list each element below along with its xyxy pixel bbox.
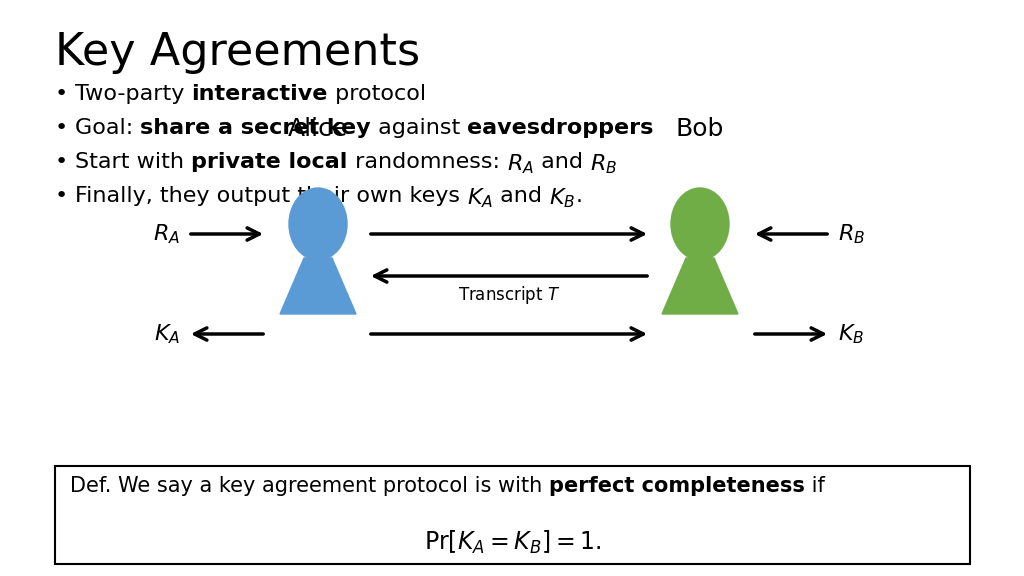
Ellipse shape: [289, 188, 347, 260]
Text: eavesdroppers: eavesdroppers: [467, 118, 653, 138]
Ellipse shape: [687, 257, 713, 275]
Text: Transcript $T$: Transcript $T$: [458, 284, 560, 306]
Text: Two-party: Two-party: [75, 84, 191, 104]
Text: $\Pr[K_A = K_B] = 1.$: $\Pr[K_A = K_B] = 1.$: [424, 529, 601, 556]
Text: $K_B$: $K_B$: [838, 322, 864, 346]
Text: share a secret key: share a secret key: [140, 118, 371, 138]
Text: and: and: [534, 152, 590, 172]
Text: •: •: [55, 152, 69, 172]
Text: perfect completeness: perfect completeness: [549, 476, 805, 496]
Text: $K_B$: $K_B$: [549, 186, 575, 210]
Text: $R_B$: $R_B$: [590, 152, 616, 176]
Text: •: •: [55, 84, 69, 104]
Ellipse shape: [671, 188, 729, 260]
Text: $K_A$: $K_A$: [154, 322, 180, 346]
Polygon shape: [686, 258, 714, 266]
Text: against: against: [371, 118, 467, 138]
Polygon shape: [280, 258, 356, 314]
Text: $R_B$: $R_B$: [838, 222, 865, 246]
Ellipse shape: [305, 257, 331, 275]
Polygon shape: [304, 258, 332, 266]
Polygon shape: [662, 258, 738, 314]
Text: •: •: [55, 118, 69, 138]
Text: Alice: Alice: [288, 117, 348, 141]
Text: Def. We say a key agreement protocol is with: Def. We say a key agreement protocol is …: [70, 476, 549, 496]
Text: randomness:: randomness:: [347, 152, 507, 172]
Text: and: and: [494, 186, 549, 206]
Text: protocol: protocol: [328, 84, 426, 104]
Text: Start with: Start with: [75, 152, 191, 172]
Text: $R_A$: $R_A$: [153, 222, 180, 246]
Text: private local: private local: [191, 152, 347, 172]
Text: Key Agreements: Key Agreements: [55, 31, 420, 74]
Text: Goal:: Goal:: [75, 118, 140, 138]
Text: if: if: [805, 476, 824, 496]
Text: .: .: [575, 186, 583, 206]
Text: Finally, they output their own keys: Finally, they output their own keys: [75, 186, 467, 206]
Text: $K_A$: $K_A$: [467, 186, 494, 210]
Text: Bob: Bob: [676, 117, 724, 141]
Text: interactive: interactive: [191, 84, 328, 104]
FancyBboxPatch shape: [55, 466, 970, 564]
Text: •: •: [55, 186, 69, 206]
Text: $R_A$: $R_A$: [507, 152, 534, 176]
